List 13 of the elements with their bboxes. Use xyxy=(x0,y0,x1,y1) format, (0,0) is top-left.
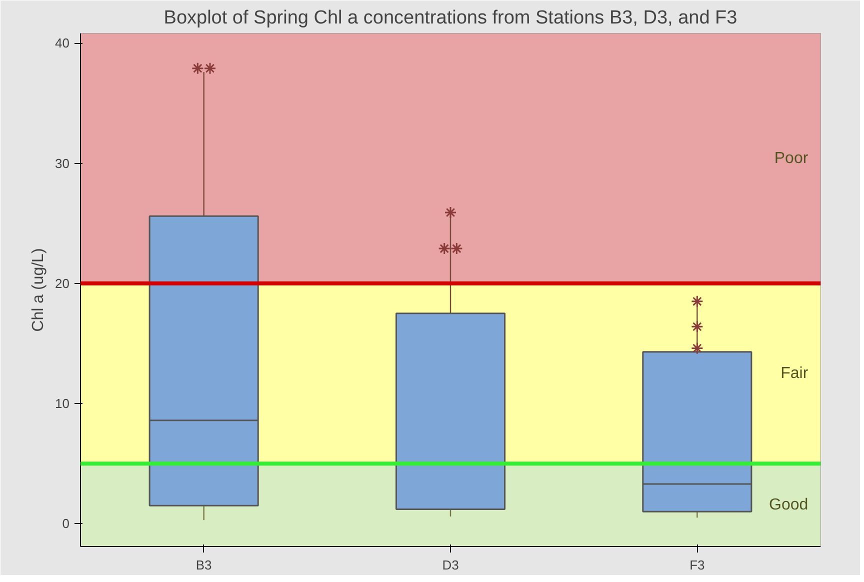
x-tick-label: D3 xyxy=(442,558,459,572)
y-tick-label: 10 xyxy=(55,396,70,412)
band-label: Good xyxy=(769,496,808,514)
y-tick-label: 30 xyxy=(55,156,70,171)
y-tick-label: 20 xyxy=(55,276,70,291)
y-axis-title: Chl a (ug/L) xyxy=(30,248,48,332)
x-tick-label: B3 xyxy=(196,558,212,572)
y-tick-label: 0 xyxy=(62,516,70,532)
band-label: Poor xyxy=(774,150,809,167)
x-tick-label: F3 xyxy=(690,558,705,572)
y-tick-label: 40 xyxy=(55,36,70,51)
chart-title: Boxplot of Spring Chl a concentrations from Stations B3, D3, and F3 xyxy=(164,8,738,28)
band-label: Fair xyxy=(780,365,809,382)
